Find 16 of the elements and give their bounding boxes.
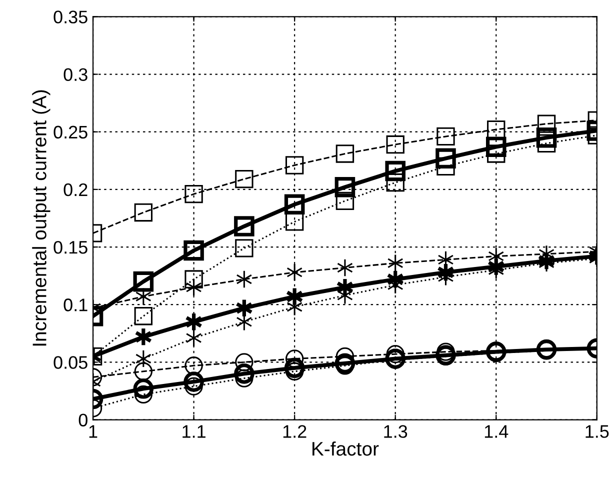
y-axis-title: Incremental output current (A) — [32, 90, 50, 346]
y-tick-label: 0.15 — [54, 240, 88, 254]
y-tick-label: 0.25 — [54, 126, 88, 139]
x-tick-label: 1 — [89, 425, 98, 438]
y-tick-label: 0.35 — [54, 10, 88, 24]
x-tick-label: 1.4 — [484, 425, 508, 438]
y-tick-label: 0.1 — [64, 298, 88, 312]
x-tick-label: 1.3 — [384, 425, 408, 438]
x-tick-label: 1.5 — [586, 425, 609, 438]
y-tick-label: 0.05 — [54, 356, 88, 369]
x-tick-label: 1.1 — [182, 425, 206, 438]
y-tick-label: 0.2 — [64, 183, 88, 196]
x-tick-label: 1.2 — [283, 425, 306, 438]
y-tick-label: 0 — [78, 414, 88, 426]
x-axis-title: K-factor — [312, 441, 379, 456]
y-tick-label: 0.3 — [64, 68, 88, 81]
